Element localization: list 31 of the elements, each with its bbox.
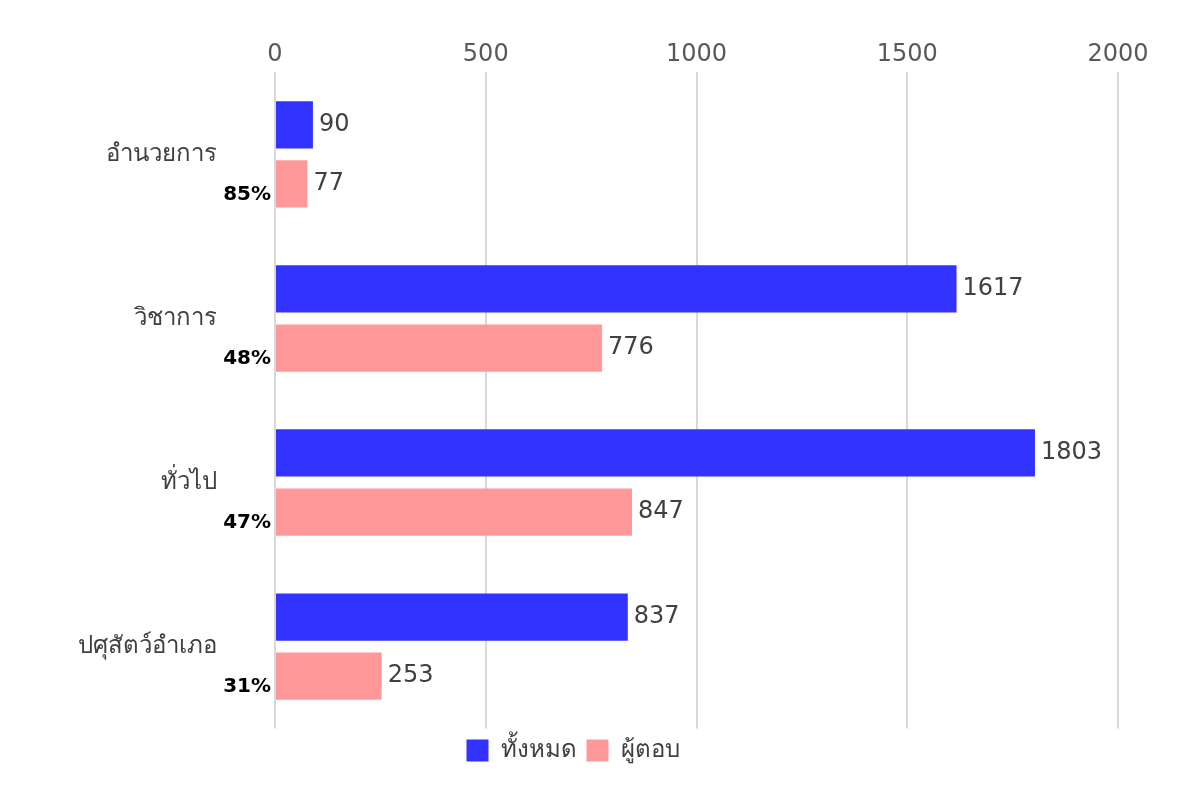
text: 47%: [223, 508, 271, 533]
bar: [276, 429, 1035, 477]
legend-label: ผู้ตอบ: [620, 734, 680, 764]
bar: [276, 265, 957, 313]
y-tick-label: วิชาการ: [133, 302, 217, 331]
text: 48%: [223, 344, 271, 369]
data-label: 90: [318, 109, 350, 138]
bar: [276, 488, 633, 536]
data-label: 837: [633, 601, 680, 630]
data-label: 1803: [1040, 437, 1103, 466]
text: 85%: [223, 180, 271, 205]
data-label: 253: [387, 660, 434, 689]
y-tick-label: ปศุสัตว์อำเภอ: [78, 630, 217, 660]
data-label: 77: [313, 168, 344, 197]
data-label: 776: [608, 332, 654, 361]
legend-label: ทั้งหมด: [500, 730, 577, 763]
data-label: 847: [638, 496, 684, 525]
bar: [276, 324, 603, 372]
x-tick-label: 0: [267, 39, 283, 68]
y-tick-label: ทั่วไป: [161, 463, 217, 495]
bar: [276, 593, 628, 641]
bar: [276, 160, 308, 208]
data-label: 1617: [962, 273, 1024, 302]
y-tick-label: อำนวยการ: [106, 138, 217, 167]
x-tick-label: 2000: [1087, 39, 1149, 68]
x-tick-label: 1500: [876, 39, 938, 68]
x-tick-label: 500: [462, 39, 509, 68]
text: 31%: [223, 672, 271, 697]
x-tick-label: 1000: [665, 39, 728, 68]
bar: [276, 101, 313, 149]
bar: [276, 652, 382, 700]
